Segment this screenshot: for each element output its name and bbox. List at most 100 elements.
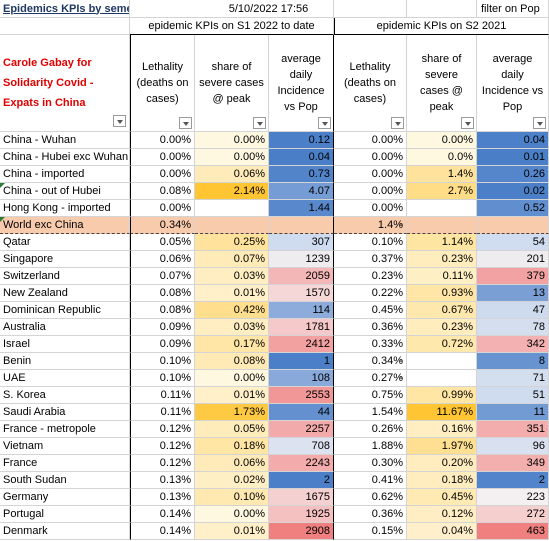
value-cell-s2[interactable]: 1.14% — [407, 234, 477, 251]
value-cell-s1[interactable]: 0.10% — [195, 489, 269, 506]
value-cell-l2[interactable]: 0.00% — [334, 200, 407, 217]
value-cell-l2[interactable]: 0.41% — [334, 472, 407, 489]
row-label-cell[interactable]: Qatar — [0, 234, 130, 251]
value-cell-s1[interactable]: 1.73% — [195, 404, 269, 421]
value-cell-l1[interactable]: 0.10% — [130, 370, 195, 387]
value-cell-l1[interactable]: 0.09% — [130, 336, 195, 353]
value-cell-s2[interactable]: 0.23% — [407, 251, 477, 268]
sheet-title[interactable]: Epidemics KPIs by semester — [0, 0, 130, 18]
value-cell-i1[interactable]: 0.04 — [269, 149, 334, 166]
row-label-cell[interactable]: Benin — [0, 353, 130, 370]
value-cell-s1[interactable]: 0.02% — [195, 472, 269, 489]
value-cell-i1[interactable]: 114 — [269, 302, 334, 319]
value-cell-l2[interactable]: 0.62% — [334, 489, 407, 506]
value-cell-i2[interactable]: 13 — [477, 285, 549, 302]
value-cell-i1[interactable] — [269, 217, 334, 234]
filter-dropdown-icon[interactable] — [179, 117, 192, 129]
row-label-cell[interactable]: Vietnam — [0, 438, 130, 455]
value-cell-i2[interactable]: 78 — [477, 319, 549, 336]
value-cell-l2[interactable]: 0.34% - — [334, 353, 407, 370]
value-cell-i1[interactable]: 0.73 — [269, 166, 334, 183]
value-cell-s2[interactable]: 2.7% — [407, 183, 477, 200]
value-cell-i1[interactable]: 1675 — [269, 489, 334, 506]
value-cell-l1[interactable]: 0.00% — [130, 149, 195, 166]
value-cell-s1[interactable]: 0.05% — [195, 421, 269, 438]
value-cell-s1[interactable]: 0.00% — [195, 370, 269, 387]
value-cell-l2[interactable]: 0.33% — [334, 336, 407, 353]
value-cell-i1[interactable]: 44 — [269, 404, 334, 421]
filter-note-cell[interactable]: filter on Pop — [477, 0, 549, 18]
value-cell-l2[interactable]: 1.88% — [334, 438, 407, 455]
value-cell-s2[interactable]: 0.45% — [407, 489, 477, 506]
value-cell-l1[interactable]: 0.12% — [130, 421, 195, 438]
value-cell-l1[interactable]: 0.06% — [130, 251, 195, 268]
value-cell-s2[interactable]: 0.99% — [407, 387, 477, 404]
value-cell-l2[interactable]: 0.75% — [334, 387, 407, 404]
value-cell-s2[interactable]: 0.20% — [407, 455, 477, 472]
value-cell-i1[interactable]: 1925 — [269, 506, 334, 523]
row-label-cell[interactable]: Dominican Republic — [0, 302, 130, 319]
value-cell-l2[interactable]: 0.36% — [334, 319, 407, 336]
row-label-cell[interactable]: China - Hubei exc Wuhan — [0, 149, 130, 166]
row-label-cell[interactable]: UAE — [0, 370, 130, 387]
value-cell-i1[interactable]: 2 — [269, 472, 334, 489]
value-cell-s1[interactable]: 0.01% — [195, 387, 269, 404]
value-cell-s2[interactable] — [407, 200, 477, 217]
value-cell-l1[interactable]: 0.09% — [130, 319, 195, 336]
value-cell-l1[interactable]: 0.10% — [130, 353, 195, 370]
value-cell-s2[interactable]: 0.11% — [407, 268, 477, 285]
value-cell-s2[interactable] — [407, 353, 477, 370]
value-cell-s2[interactable]: 0.67% — [407, 302, 477, 319]
value-cell-i2[interactable]: 54 — [477, 234, 549, 251]
col-header-severe-s1[interactable]: share of severe cases @ peak — [195, 35, 269, 132]
value-cell-i1[interactable]: 2059 — [269, 268, 334, 285]
value-cell-s1[interactable]: 0.01% — [195, 523, 269, 540]
value-cell-l1[interactable]: 0.14% — [130, 523, 195, 540]
filter-dropdown-icon[interactable] — [253, 117, 266, 129]
value-cell-i1[interactable]: 2257 — [269, 421, 334, 438]
value-cell-l1[interactable]: 0.13% — [130, 489, 195, 506]
value-cell-s2[interactable]: 0.12% — [407, 506, 477, 523]
row-label-cell[interactable]: World exc China — [0, 217, 130, 234]
filter-dropdown-icon[interactable] — [461, 117, 474, 129]
value-cell-l1[interactable]: 0.08% — [130, 285, 195, 302]
value-cell-l2[interactable]: 0.15% — [334, 523, 407, 540]
filter-dropdown-icon[interactable] — [391, 117, 404, 129]
value-cell-l2[interactable]: 0.22% — [334, 285, 407, 302]
value-cell-s2[interactable]: 0.93% — [407, 285, 477, 302]
timestamp-cell[interactable]: 5/10/2022 17:56 — [204, 0, 334, 18]
value-cell-i2[interactable]: 272 — [477, 506, 549, 523]
row-label-cell[interactable]: Denmark — [0, 523, 130, 540]
value-cell-i1[interactable]: 708 — [269, 438, 334, 455]
value-cell-s1[interactable]: 0.07% — [195, 251, 269, 268]
value-cell-i1[interactable]: 2553 — [269, 387, 334, 404]
row-label-cell[interactable]: S. Korea — [0, 387, 130, 404]
value-cell-l2[interactable]: 0.00% — [334, 149, 407, 166]
value-cell-i1[interactable]: 0.12 — [269, 132, 334, 149]
value-cell-s1[interactable]: 0.03% — [195, 268, 269, 285]
value-cell-l1[interactable]: 0.05% — [130, 234, 195, 251]
col-header-incidence-s2[interactable]: average daily Incidence vs Pop — [477, 35, 549, 132]
value-cell-i2[interactable] — [477, 217, 549, 234]
value-cell-l1[interactable]: 0.08% — [130, 183, 195, 200]
row-label-cell[interactable]: France - metropole — [0, 421, 130, 438]
value-cell-i1[interactable]: 1 — [269, 353, 334, 370]
value-cell-l2[interactable]: 0.10% — [334, 234, 407, 251]
row-label-cell[interactable]: South Sudan — [0, 472, 130, 489]
value-cell-s1[interactable] — [195, 217, 269, 234]
value-cell-l1[interactable]: 0.13% — [130, 472, 195, 489]
value-cell-s1[interactable]: 0.03% — [195, 319, 269, 336]
value-cell-l1[interactable]: 0.11% — [130, 404, 195, 421]
row-label-cell[interactable]: China - out of Hubei — [0, 183, 130, 200]
value-cell-i2[interactable]: 0.02 — [477, 183, 549, 200]
value-cell-i2[interactable]: 342 — [477, 336, 549, 353]
value-cell-l2[interactable]: 1.4% - — [334, 217, 407, 234]
value-cell-i1[interactable]: 1.44 — [269, 200, 334, 217]
value-cell-s1[interactable]: 0.06% — [195, 166, 269, 183]
value-cell-s2[interactable] — [407, 217, 477, 234]
filter-dropdown-icon[interactable] — [533, 117, 546, 129]
filter-dropdown-icon[interactable] — [113, 115, 126, 127]
value-cell-i2[interactable]: 0.04 — [477, 132, 549, 149]
value-cell-l1[interactable]: 0.07% — [130, 268, 195, 285]
value-cell-s1[interactable] — [195, 200, 269, 217]
